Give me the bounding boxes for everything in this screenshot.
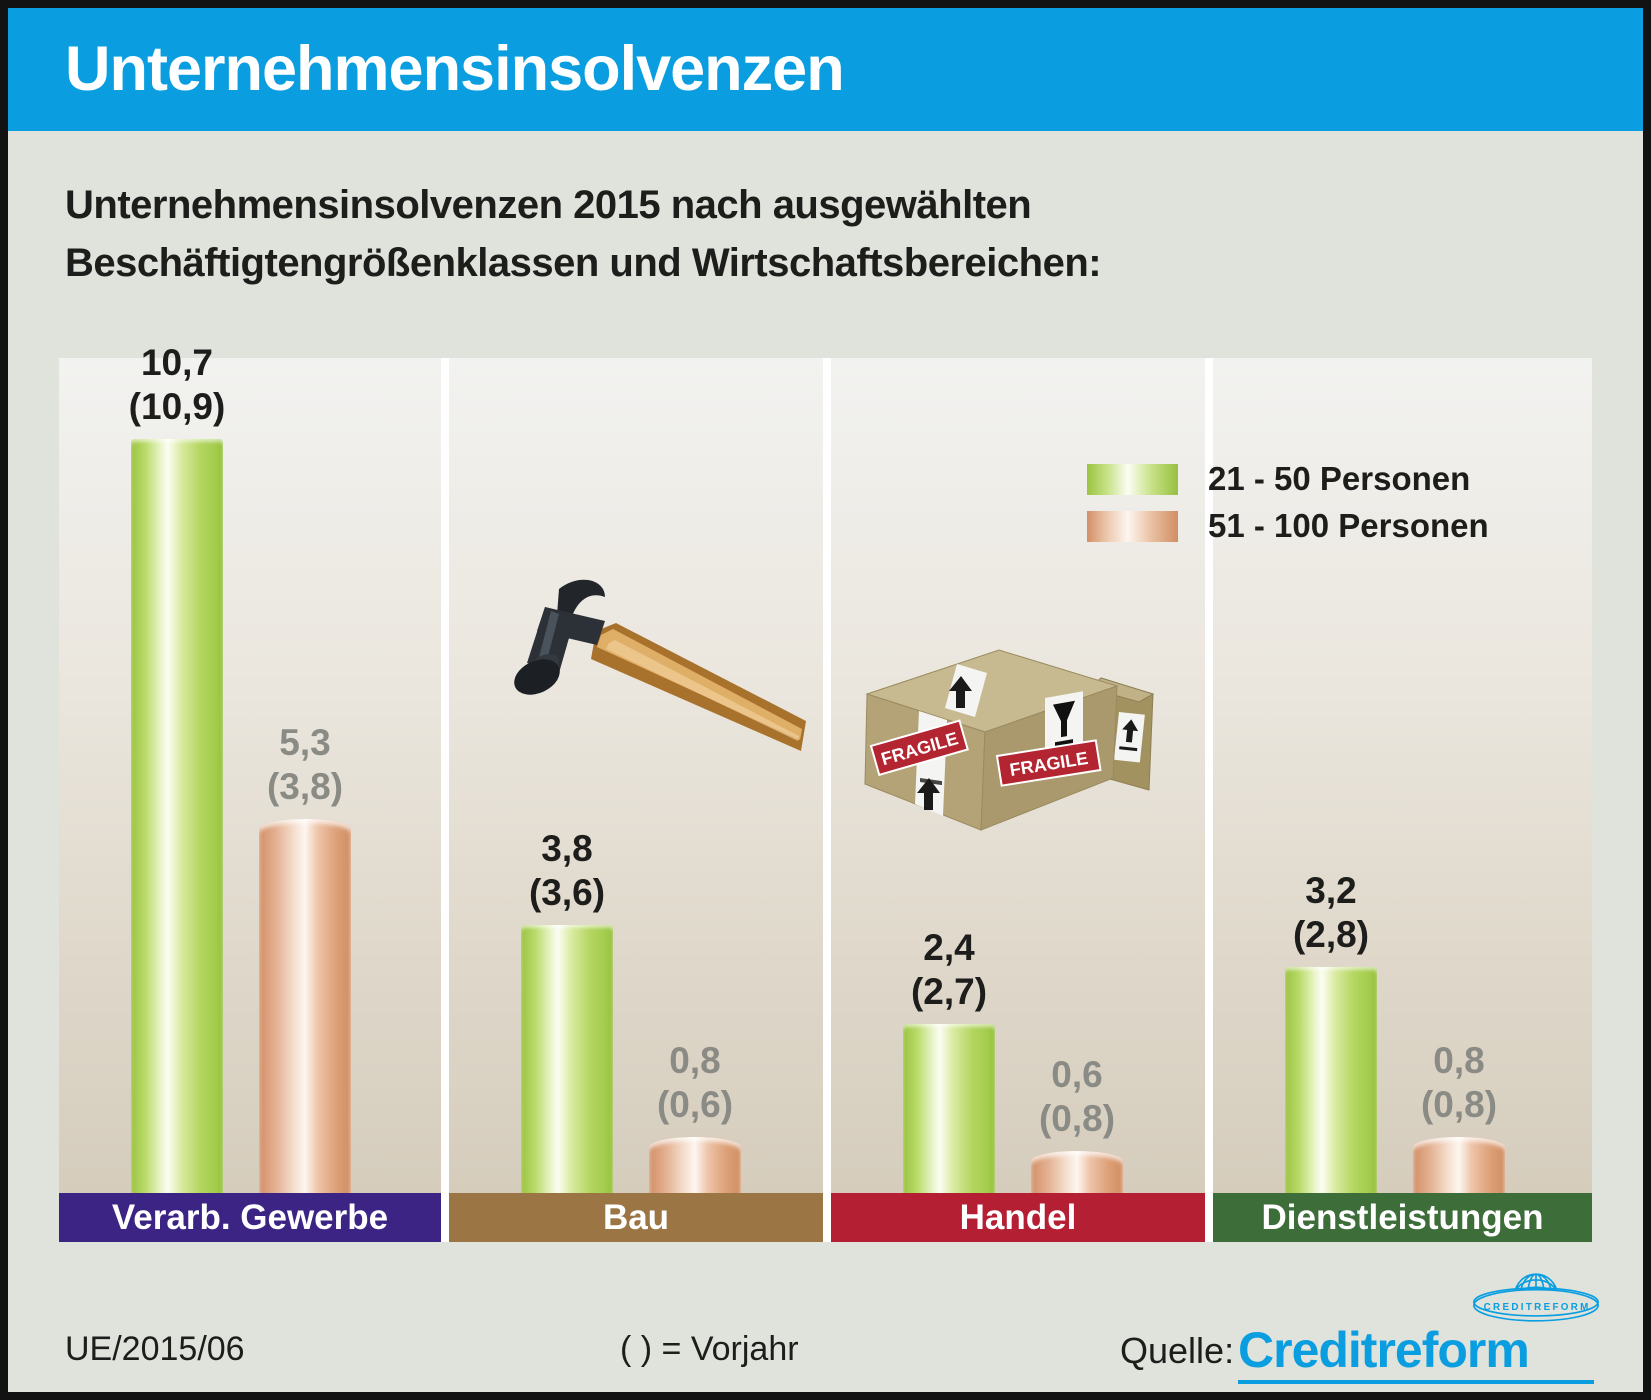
value-label-green: 3,2 (2,8): [1241, 869, 1421, 957]
bar-21-50-personen: [521, 925, 613, 1193]
legend-label: 21 - 50 Personen: [1208, 460, 1471, 497]
legend-swatch-green: [1087, 463, 1178, 495]
value-label-salmon: 0,6 (0,8): [987, 1053, 1167, 1141]
value-previous: (3,6): [528, 872, 606, 913]
value-current: 3,2: [1305, 870, 1357, 911]
legend-label: 51 - 100 Personen: [1208, 507, 1489, 544]
value-current: 5,3: [279, 722, 331, 763]
bar-51-100-personen: [649, 1137, 741, 1193]
value-label-salmon: 0,8 (0,6): [605, 1039, 785, 1127]
value-previous: (0,8): [1038, 1098, 1116, 1139]
value-previous: (10,9): [128, 386, 226, 427]
category-label-handel: Handel: [831, 1193, 1205, 1242]
value-label-salmon: 0,8 (0,8): [1369, 1039, 1549, 1127]
bar-21-50-personen: [1285, 967, 1377, 1193]
value-current: 3,8: [541, 828, 593, 869]
chart-subtitle: Unternehmensinsolvenzen 2015 nach ausgew…: [65, 176, 1102, 292]
value-previous: (2,7): [910, 971, 988, 1012]
value-current: 10,7: [140, 342, 213, 383]
value-current: 0,6: [1051, 1054, 1103, 1095]
value-previous: (2,8): [1292, 914, 1370, 955]
chart-panel-dienstleistungen: 3,2 (2,8) 0,8 (0,8) Dienstleistungen: [1213, 358, 1592, 1242]
fragile-boxes-icon: FRAGILE FRAGILE: [864, 649, 1155, 831]
chart-panel-verarb-gewerbe: 10,7 (10,9) 5,3 (3,8) Verarb. Gewerbe: [59, 342, 441, 1242]
category-label-bau: Bau: [449, 1193, 823, 1242]
value-previous: (0,8): [1420, 1084, 1498, 1125]
value-label-green: 2,4 (2,7): [859, 926, 1039, 1014]
bar-21-50-personen: [903, 1024, 995, 1193]
subtitle-line-2: Beschäftigtengrößenklassen und Wirtschaf…: [65, 241, 1102, 285]
legend-item-21-50: 21 - 50 Personen: [1087, 460, 1470, 498]
category-label-verarb-gewerbe: Verarb. Gewerbe: [59, 1193, 441, 1242]
value-current: 0,8: [669, 1040, 721, 1081]
page: Unternehmensinsolvenzen Unternehmensinso…: [8, 8, 1643, 1392]
page-title: Unternehmensinsolvenzen: [65, 34, 845, 104]
chart-panel-handel: FRAGILE FRAGILE 2,4 (2,7) 0,6 (0,8): [831, 358, 1205, 1242]
legend-item-51-100: 51 - 100 Personen: [1087, 507, 1489, 545]
value-label-green: 10,7 (10,9): [87, 341, 267, 429]
legend-swatch-salmon: [1087, 510, 1178, 542]
value-previous: (3,8): [266, 766, 344, 807]
bar-51-100-personen: [1413, 1137, 1505, 1193]
value-label-green: 3,8 (3,6): [477, 827, 657, 915]
value-current: 0,8: [1433, 1040, 1485, 1081]
globe-band-text: CREDITREFORM: [1484, 1302, 1589, 1313]
source-label: Quelle:: [1120, 1330, 1235, 1371]
header-bar: Unternehmensinsolvenzen: [8, 8, 1643, 131]
reference-code: UE/2015/06: [65, 1330, 245, 1368]
value-current: 2,4: [923, 927, 975, 968]
bar-21-50-personen: [131, 439, 223, 1193]
creditreform-wordmark: Creditreform: [1238, 1322, 1530, 1378]
subtitle-line-1: Unternehmensinsolvenzen 2015 nach ausgew…: [65, 183, 1032, 227]
category-label-dienstleistungen: Dienstleistungen: [1213, 1193, 1592, 1242]
value-label-salmon: 5,3 (3,8): [215, 721, 395, 809]
creditreform-globe-logo: CREDITREFORM: [1473, 1273, 1599, 1322]
creditreform-underline: [1238, 1380, 1594, 1384]
bar-51-100-personen: [1031, 1151, 1123, 1193]
chart-panel-bau: 3,8 (3,6) 0,8 (0,6) Bau: [449, 358, 823, 1242]
bar-chart: 10,7 (10,9) 5,3 (3,8) Verarb. Gewerbe: [59, 342, 1592, 1242]
value-note: ( ) = Vorjahr: [620, 1330, 799, 1368]
bar-51-100-personen: [259, 819, 351, 1193]
hammer-icon: [514, 579, 806, 751]
value-previous: (0,6): [656, 1084, 734, 1125]
